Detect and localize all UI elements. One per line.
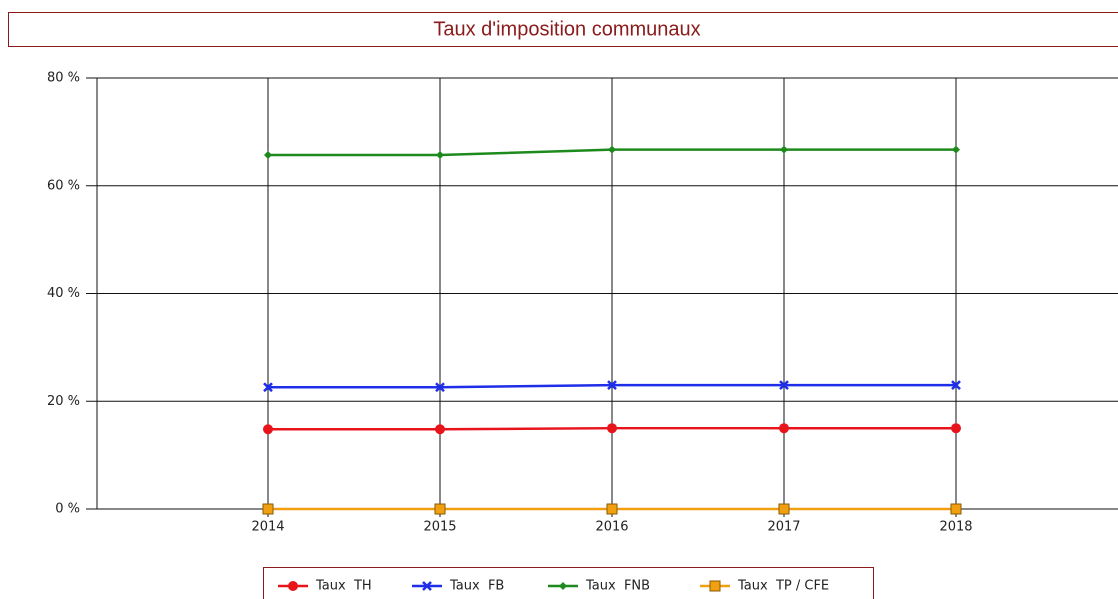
legend-box xyxy=(263,567,874,599)
legend-item: Taux TP / CFE xyxy=(700,579,829,594)
y-tick-label: 0 % xyxy=(55,502,80,517)
marker xyxy=(779,380,789,390)
marker xyxy=(608,145,616,154)
x-tick-label: 2015 xyxy=(423,520,456,535)
x-tick-label: 2017 xyxy=(767,520,800,535)
legend-label: Taux TH xyxy=(315,579,372,594)
title-box xyxy=(8,12,1118,47)
marker xyxy=(436,151,444,160)
marker xyxy=(559,582,567,590)
marker xyxy=(264,151,272,160)
marker xyxy=(607,380,617,390)
x-tick-label: 2018 xyxy=(939,520,972,535)
marker xyxy=(263,382,273,393)
legend-label: Taux TP / CFE xyxy=(737,579,829,594)
marker xyxy=(778,503,790,515)
marker xyxy=(951,380,961,390)
y-tick-label: 60 % xyxy=(47,178,80,193)
chart-title: Taux d'imposition communaux xyxy=(433,18,700,40)
x-tick-label: 2014 xyxy=(251,520,284,535)
legend-item: Taux FNB xyxy=(548,579,650,594)
marker xyxy=(952,145,960,154)
legend-item: Taux TH xyxy=(278,579,372,594)
marker xyxy=(263,424,273,435)
legend-item: Taux FB xyxy=(412,579,504,594)
marker xyxy=(607,423,617,434)
x-tick-label: 2016 xyxy=(595,520,628,535)
marker xyxy=(288,581,298,591)
y-tick-label: 80 % xyxy=(47,71,80,86)
marker xyxy=(434,503,446,515)
marker xyxy=(262,503,274,515)
marker xyxy=(435,424,445,435)
marker xyxy=(950,503,962,515)
marker xyxy=(435,382,445,393)
y-tick-label: 40 % xyxy=(47,286,80,301)
marker xyxy=(709,580,721,592)
marker xyxy=(780,145,788,154)
y-tick-label: 20 % xyxy=(47,394,80,409)
marker xyxy=(779,423,789,434)
marker xyxy=(422,581,432,591)
legend-label: Taux FB xyxy=(449,579,504,594)
marker xyxy=(951,423,961,434)
legend-label: Taux FNB xyxy=(585,579,650,594)
marker xyxy=(606,503,618,515)
